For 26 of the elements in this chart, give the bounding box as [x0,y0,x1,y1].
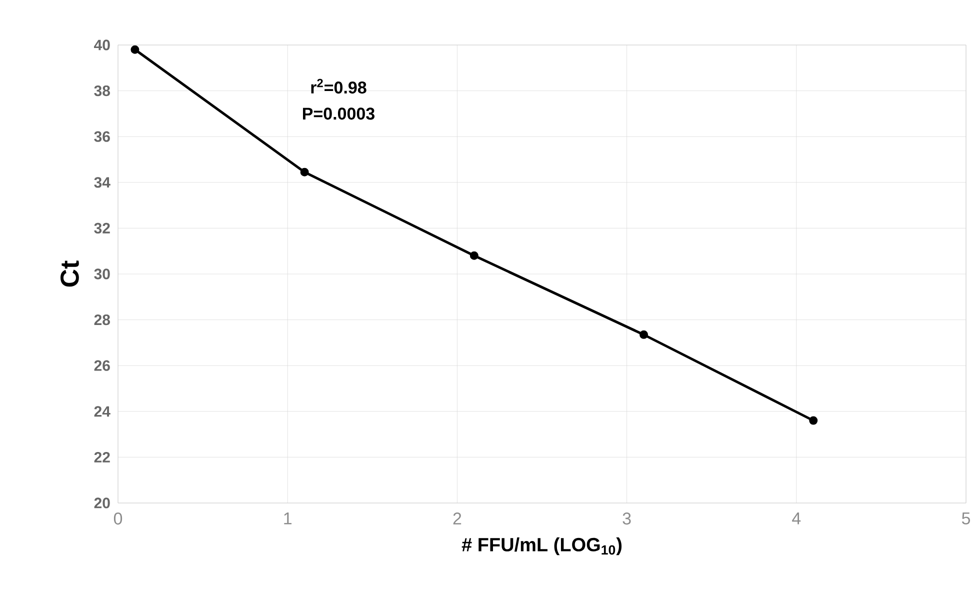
annotation: P=0.0003 [302,108,374,120]
point [470,251,478,260]
point [640,330,648,339]
x-tick-label: 5 [962,512,970,524]
point [300,168,309,176]
y-tick-label: 30 [94,268,110,280]
x-tick-label: 2 [453,512,462,524]
point [809,416,818,425]
x-tick-label: 0 [114,512,122,525]
y-tick-label: 40 [94,40,110,50]
y-tick-label: 26 [94,360,110,371]
x-tick-label: 3 [622,512,631,525]
y-tick-label: 34 [94,177,110,188]
x-tick-label: 4 [792,512,801,524]
x-axis-title: # FFU/mL (LOG$_{10}$) [462,537,622,556]
y-tick-label: 24 [94,406,110,417]
y-tick-label: 32 [94,222,110,234]
y-axis-title: Ct [60,260,79,287]
y-tick-label: 20 [94,498,110,508]
y-tick-label: 36 [94,131,110,142]
y-tick-label: 38 [94,85,110,96]
y-tick-label: 28 [94,314,110,326]
point [130,45,140,54]
annotation: r$^{2}$=0.98 [311,78,366,94]
y-tick-label: 22 [94,452,110,462]
x-tick-label: 1 [284,512,292,524]
